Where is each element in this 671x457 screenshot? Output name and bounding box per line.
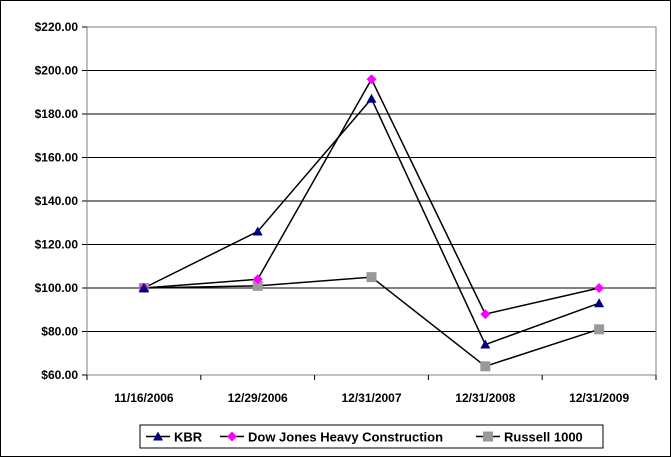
legend-label: Russell 1000: [504, 430, 583, 445]
data-point: [480, 339, 491, 349]
data-point: [480, 309, 491, 320]
legend-box: [139, 424, 604, 449]
x-tick-label: 12/29/2006: [228, 391, 288, 405]
legend-marker: [153, 431, 163, 441]
x-tick-label: 12/31/2007: [341, 391, 401, 405]
legend-marker: [483, 431, 493, 442]
legend-marker: [227, 431, 237, 442]
data-point: [366, 272, 377, 283]
legend-item: Dow Jones Heavy Construction: [220, 430, 443, 445]
data-point: [252, 274, 263, 285]
data-point: [252, 226, 263, 236]
legend-label: Dow Jones Heavy Construction: [248, 430, 443, 445]
y-tick-label: $60.00: [41, 368, 78, 382]
data-point: [252, 280, 263, 291]
x-axis-ticks: [82, 26, 657, 380]
series-2: [143, 276, 600, 368]
x-tick-label: 12/31/2008: [455, 391, 515, 405]
y-tick-label: $120.00: [35, 238, 79, 252]
data-point: [594, 283, 605, 293]
series-line: [143, 276, 600, 368]
data-point: [366, 93, 377, 103]
series-0: [143, 97, 600, 346]
legend-item: KBR: [146, 430, 203, 445]
series-markers-0: [138, 93, 605, 349]
y-axis-labels: $60.00 $80.00 $100.00 $120.00 $140.00 $160.00…: [35, 20, 79, 382]
series-line: [143, 97, 600, 346]
x-tick-label: 12/31/2009: [569, 391, 629, 405]
legend-item: Russell 1000: [476, 430, 583, 445]
data-point: [594, 298, 605, 308]
y-tick-label: $180.00: [35, 107, 79, 121]
y-tick-label: $160.00: [35, 151, 79, 165]
y-tick-label: $200.00: [35, 64, 79, 78]
legend-label: KBR: [174, 430, 203, 445]
y-tick-label: $80.00: [41, 325, 78, 339]
x-axis-labels: 11/16/2006 12/29/2006 12/31/2007 12/31/2008…: [114, 391, 629, 405]
y-tick-label: $140.00: [35, 194, 79, 208]
data-point: [594, 324, 605, 335]
data-point: [138, 283, 149, 292]
data-point: [480, 361, 491, 372]
data-point: [366, 74, 377, 85]
series-lines: [138, 74, 605, 372]
y-tick-label: $100.00: [35, 281, 79, 295]
legend: KBR Dow Jones Heavy Construction Russell 1…: [139, 424, 604, 449]
y-tick-label: $220.00: [35, 20, 79, 34]
x-tick-label: 11/16/2006: [114, 391, 174, 405]
